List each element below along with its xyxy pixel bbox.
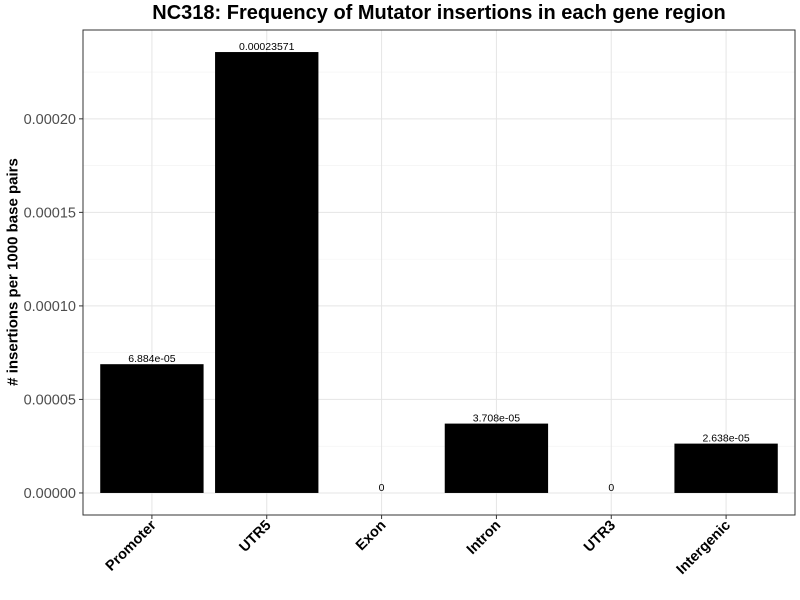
x-tick-label: UTR5 [236, 518, 274, 556]
bar-intergenic [674, 443, 778, 493]
x-tick-label: Intergenic [674, 518, 734, 578]
chart-title: NC318: Frequency of Mutator insertions i… [152, 2, 726, 24]
bar-promoter [100, 364, 204, 493]
bar-value-label: 3.708e-05 [473, 413, 520, 425]
y-axis-ticks: 0.00000 0.00005 0.00010 0.00015 0.00020 [24, 112, 83, 502]
bar-utr5 [215, 52, 319, 493]
bar-value-label: 0.00023571 [239, 41, 295, 53]
bar-value-label: 0 [608, 482, 614, 494]
bar-value-label: 0 [379, 482, 385, 494]
x-tick-label: Intron [464, 518, 504, 558]
bars [100, 52, 778, 493]
bar-value-label: 2.638e-05 [702, 433, 749, 445]
y-tick-label: 0.00005 [24, 392, 76, 408]
y-tick-label: 0.00010 [24, 299, 76, 315]
plot-panel-border [82, 29, 796, 516]
bar-value-label: 6.884e-05 [128, 353, 175, 365]
bar-intron [444, 423, 549, 493]
x-tick-label: Promoter [103, 517, 160, 574]
y-tick-label: 0.00020 [24, 112, 76, 128]
x-tick-label: UTR3 [581, 518, 619, 556]
x-axis-ticks: Promoter UTR5 Exon Intron UTR3 Intergenic [103, 515, 734, 578]
y-tick-label: 0.00000 [24, 486, 76, 502]
bar-value-labels: 6.884e-05 0.00023571 0 3.708e-05 0 2.638e-05 [128, 41, 750, 494]
x-tick-label: Exon [353, 518, 389, 554]
y-tick-label: 0.00015 [24, 205, 76, 221]
